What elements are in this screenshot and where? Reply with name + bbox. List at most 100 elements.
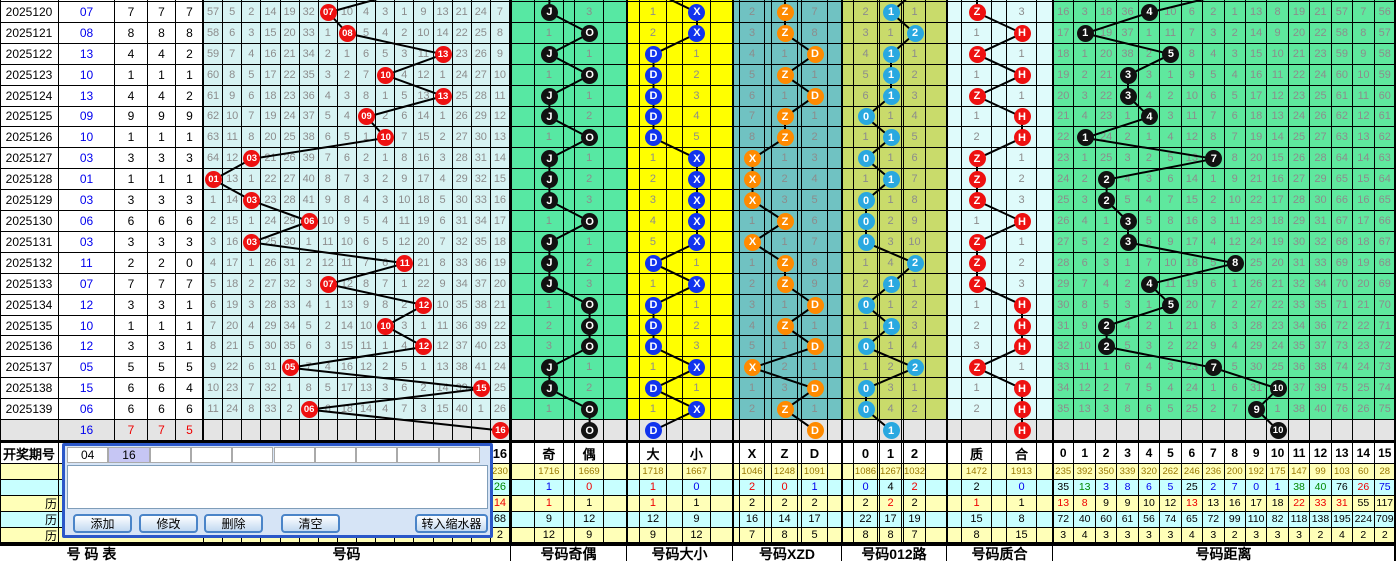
modify-button[interactable]: 修改 (139, 514, 198, 533)
stat-cell: 22 (1288, 495, 1311, 512)
dialog-number-cell[interactable] (438, 447, 480, 463)
cell: 2 (740, 273, 765, 295)
omission-cell: 17 (223, 252, 243, 274)
stat-cell: 1046 (740, 464, 765, 480)
cell: 7 (115, 420, 148, 441)
dx-circle: D (645, 87, 662, 105)
cell (842, 252, 854, 274)
period-cell: 2025128 (0, 169, 59, 191)
dialog-number-cell[interactable]: 04 (67, 447, 109, 463)
cell (627, 2, 640, 23)
cell (947, 273, 962, 295)
omission-cell: 7 (433, 231, 453, 253)
omission-cell: 1 (376, 85, 396, 107)
cell (710, 22, 733, 44)
cell: 1 (962, 106, 992, 128)
omission-cell: 58 (204, 22, 224, 44)
r0-circle: 2 (906, 359, 924, 377)
omission-cell: 60 (204, 64, 224, 86)
r0-circle: 2 (906, 254, 924, 272)
stat-cell: 224 (1353, 511, 1375, 528)
cell: 2 (575, 378, 604, 400)
cell (710, 252, 733, 274)
distance-cell: 6 (1181, 2, 1204, 23)
clear-button[interactable]: 清空 (281, 514, 340, 533)
cell (926, 378, 947, 400)
stat-cell (563, 479, 576, 496)
distance-cell: 21 (1310, 2, 1332, 23)
omission-cell: 32 (452, 231, 472, 253)
omission-cell: 1 (395, 273, 415, 295)
omission-cell: 19 (280, 2, 300, 23)
distance-cell: 6 (1138, 399, 1161, 421)
dialog-number-cell[interactable] (397, 447, 439, 463)
omission-cell: 18 (414, 190, 434, 212)
stat-cell: 75 (1374, 479, 1396, 496)
cell (604, 106, 627, 128)
dialog-number-cell[interactable] (232, 447, 274, 463)
dialog-number-cell[interactable] (149, 447, 191, 463)
stat-row-label: 历 (0, 511, 59, 528)
distance-cell: 4 (1160, 378, 1182, 400)
distance-cell: 4 (1074, 106, 1096, 128)
omission-cell: 4 (318, 85, 338, 107)
add-button[interactable]: 添加 (73, 514, 132, 533)
stat-cell: 246 (1181, 464, 1204, 480)
r0-circle: 2 (906, 24, 924, 42)
omission-cell: 12 (337, 273, 357, 295)
distance-cell: 3 (1095, 252, 1118, 274)
cell: 1 (115, 64, 148, 86)
omission-cell: 63 (204, 127, 224, 149)
dialog-number-cell[interactable] (190, 447, 233, 463)
stat-cell: 195 (1331, 511, 1354, 528)
distance-cell: 33 (1053, 357, 1075, 379)
distance-cell: 6 (1224, 106, 1246, 128)
distance-cell: 7 (1138, 252, 1161, 274)
cell: 2 (639, 169, 668, 191)
distance-cell: 23 (1053, 148, 1075, 170)
dialog-number-cell[interactable] (314, 447, 357, 463)
stat-cell: 1 (1007, 495, 1037, 512)
stat-cell (902, 511, 904, 528)
cell: 1 (639, 357, 668, 379)
cell (563, 190, 576, 212)
section-col-header: 0 (854, 443, 878, 464)
cell (842, 357, 854, 379)
distance-cell: 36 (1117, 2, 1139, 23)
omission-cell: 4 (357, 2, 377, 23)
blue-number-cell: 13 (59, 43, 115, 65)
dialog-list-area[interactable] (67, 465, 488, 509)
cell: 4 (639, 211, 668, 232)
stat-cell: 19 (904, 511, 926, 528)
dialog-number-cell[interactable] (356, 447, 398, 463)
omission-cell: 25 (280, 127, 300, 149)
cell: 1 (772, 231, 798, 253)
omission-cell: 23 (452, 43, 472, 65)
blue-number-cell: 03 (59, 148, 115, 170)
distance-cell: 16 (1053, 2, 1075, 23)
distance-col-header: 7 (1203, 443, 1225, 464)
omission-cell: 20 (490, 273, 510, 295)
omission-cell: 1 (337, 43, 357, 65)
cell: 2 (683, 64, 711, 86)
dialog-number-cell[interactable]: 16 (108, 447, 150, 463)
cell: 2 (880, 357, 902, 379)
period-cell: 2025136 (0, 336, 59, 358)
stat-cell (765, 479, 772, 496)
distance-cell: 4 (1095, 273, 1118, 295)
cell (947, 169, 962, 191)
distance-cell: 38 (1117, 43, 1139, 65)
delete-button[interactable]: 删除 (204, 514, 263, 533)
cell: 1 (962, 22, 992, 44)
zh-circle: Z (968, 275, 986, 293)
cell (667, 252, 684, 274)
section-col-header (710, 443, 733, 464)
xz-circle: D (806, 45, 824, 63)
cell (733, 420, 740, 441)
cell (627, 294, 640, 316)
export-to-filter-button[interactable]: 转入缩水器 (415, 514, 488, 533)
cell: 1 (176, 64, 204, 86)
distance-cell: 57 (1331, 2, 1354, 23)
omission-cell: 22 (490, 315, 510, 337)
dialog-number-cell[interactable] (273, 447, 315, 463)
